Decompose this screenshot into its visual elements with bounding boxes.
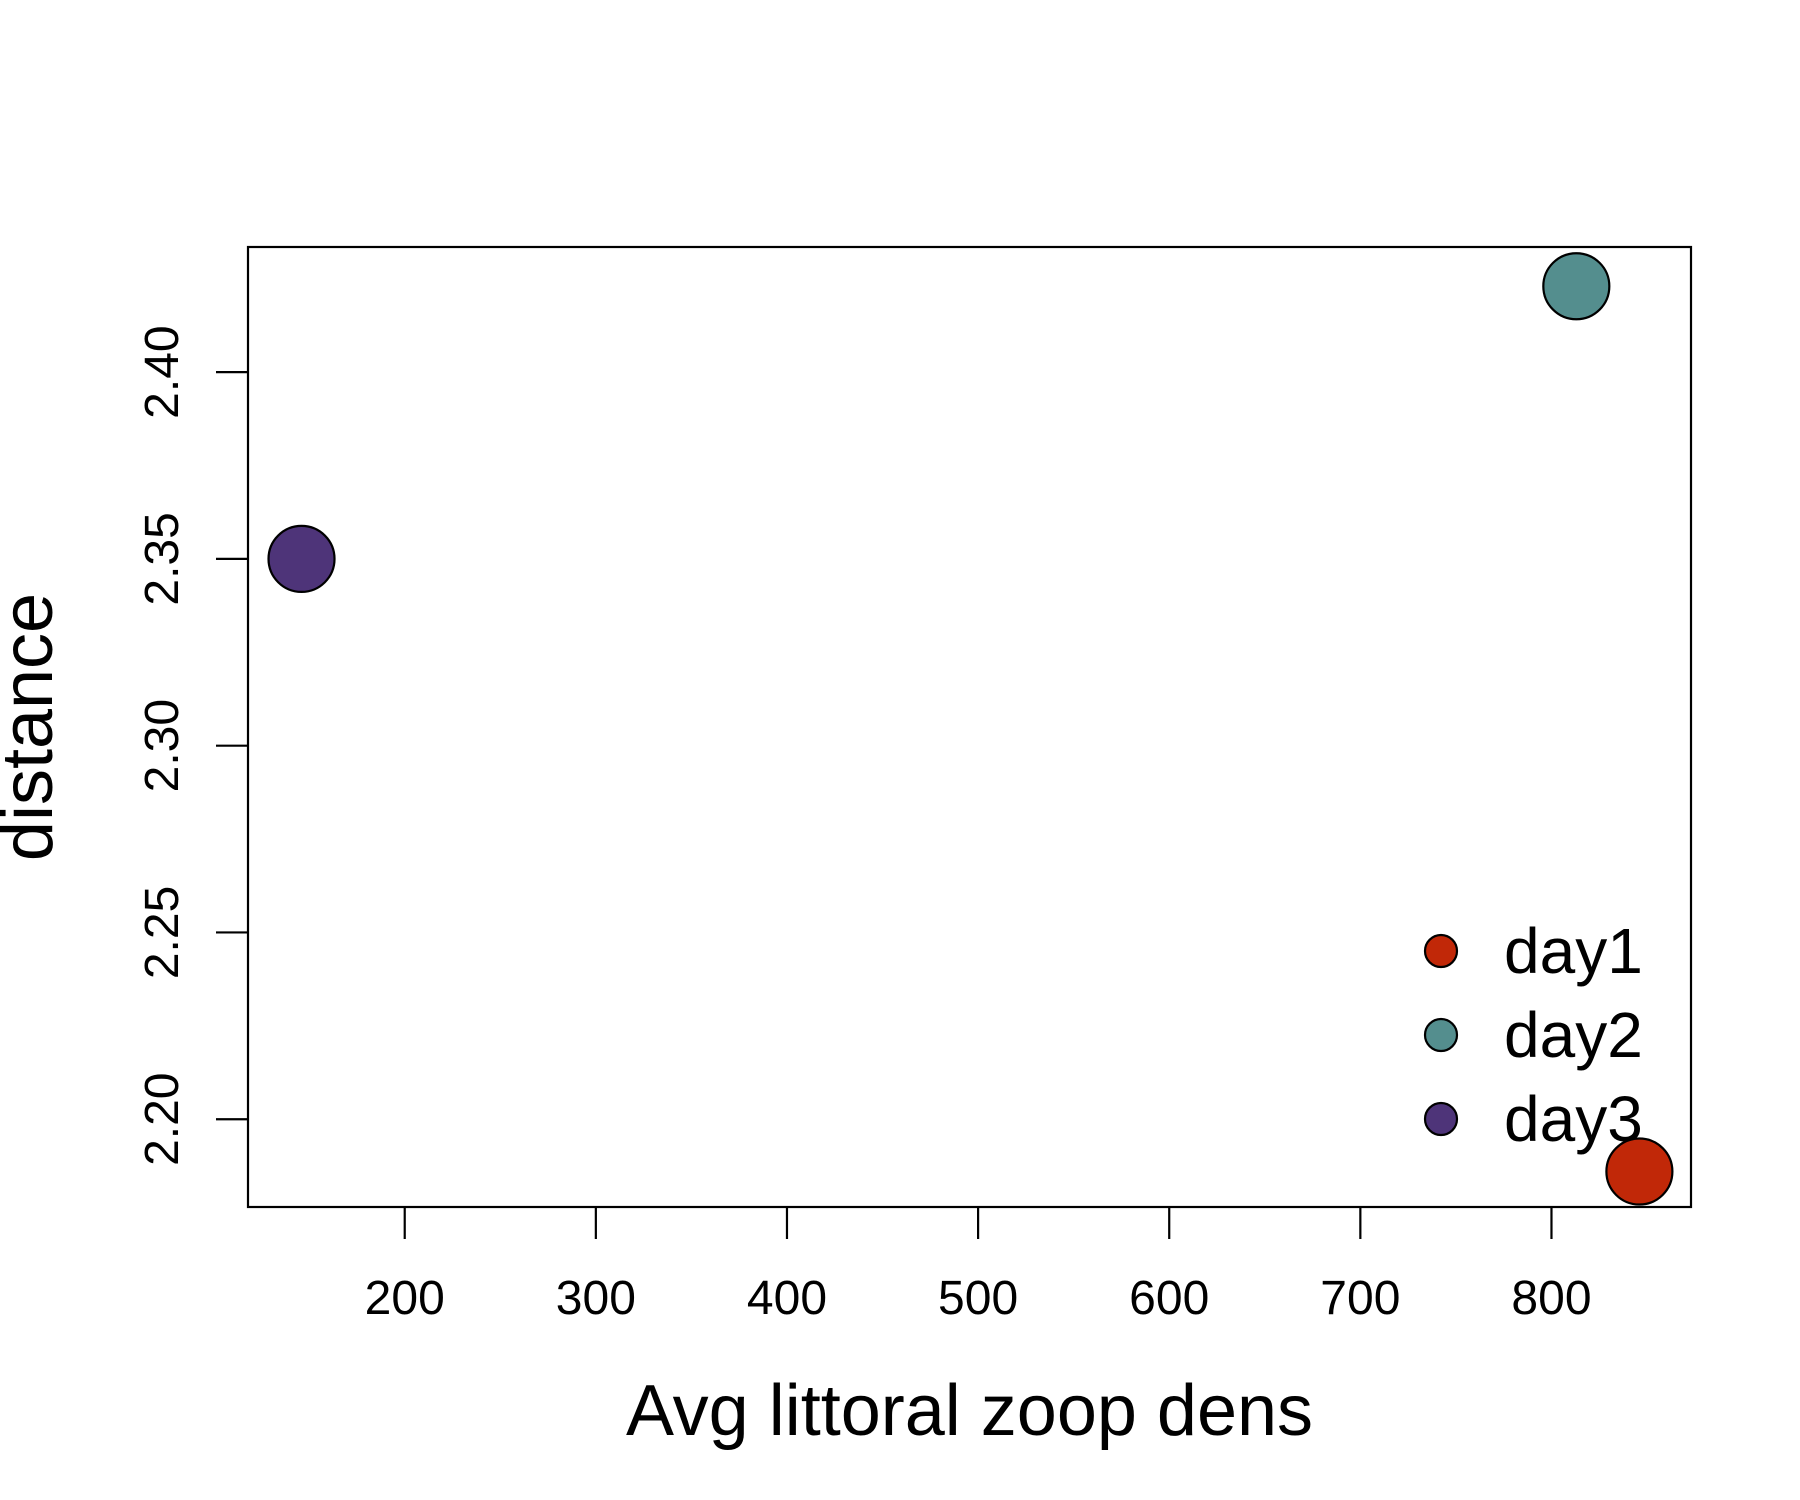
- x-axis-title: Avg littoral zoop dens: [626, 1371, 1313, 1451]
- y-tick-label: 2.25: [136, 886, 189, 979]
- y-tick-label: 2.30: [136, 699, 189, 792]
- legend-marker-day2: [1423, 1017, 1459, 1053]
- legend: day1 day2 day3: [1423, 915, 1643, 1155]
- legend-marker-day3: [1423, 1101, 1459, 1137]
- x-tick-label: 700: [1320, 1272, 1400, 1325]
- data-point-day3: [267, 524, 336, 594]
- x-tick-label: 300: [556, 1272, 636, 1325]
- legend-marker-day1: [1423, 933, 1459, 969]
- x-tick-label: 800: [1511, 1272, 1591, 1325]
- y-axis: 2.20 2.25 2.30 2.35 2.40: [136, 325, 248, 1166]
- legend-label-day3: day3: [1504, 1083, 1643, 1155]
- x-tick-label: 400: [747, 1272, 827, 1325]
- x-tick-label: 600: [1129, 1272, 1209, 1325]
- y-tick-label: 2.40: [136, 325, 189, 418]
- x-axis: 200 300 400 500 600 700 800: [365, 1207, 1592, 1325]
- data-points: [267, 252, 1674, 1206]
- legend-label-day1: day1: [1504, 915, 1643, 987]
- legend-label-day2: day2: [1504, 999, 1643, 1071]
- y-tick-label: 2.20: [136, 1073, 189, 1166]
- y-tick-label: 2.35: [136, 512, 189, 605]
- x-tick-label: 500: [938, 1272, 1018, 1325]
- x-tick-label: 200: [365, 1272, 445, 1325]
- y-axis-title: distance: [0, 593, 68, 861]
- data-point-day2: [1542, 252, 1611, 321]
- plot-area: [246, 245, 1693, 1209]
- data-point-day1: [1605, 1137, 1674, 1206]
